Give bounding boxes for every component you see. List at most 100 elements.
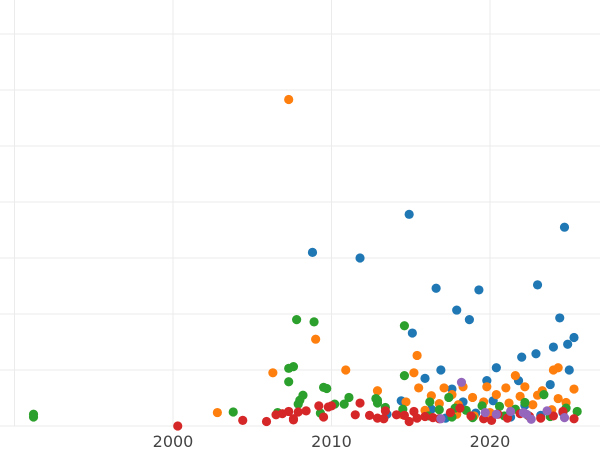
data-point	[520, 382, 530, 392]
data-point	[268, 368, 278, 378]
data-point	[284, 377, 294, 387]
data-point	[467, 392, 478, 403]
data-point	[28, 412, 39, 422]
data-point	[482, 382, 492, 392]
data-point	[439, 383, 449, 393]
data-point	[409, 368, 419, 378]
data-point	[414, 383, 424, 393]
data-point	[318, 412, 329, 422]
data-point	[404, 209, 414, 219]
data-point	[434, 405, 444, 415]
data-point	[510, 371, 520, 381]
data-point	[344, 392, 354, 403]
data-point	[520, 397, 530, 408]
data-point	[288, 362, 299, 372]
data-point	[326, 401, 337, 411]
data-point	[379, 414, 389, 424]
data-point	[228, 407, 238, 417]
data-point	[284, 406, 294, 417]
data-point	[436, 365, 446, 375]
data-point	[399, 321, 410, 331]
data-point	[466, 411, 476, 421]
data-point	[531, 349, 541, 359]
data-point	[491, 363, 501, 373]
data-point	[559, 413, 570, 423]
data-point	[504, 398, 514, 408]
data-point	[491, 409, 501, 419]
data-point	[401, 397, 411, 407]
data-points	[28, 94, 582, 431]
data-point	[456, 377, 467, 387]
data-point	[420, 411, 430, 422]
data-point	[355, 253, 365, 263]
data-point	[292, 315, 302, 325]
data-point	[569, 384, 579, 394]
data-point	[555, 313, 565, 323]
data-point	[425, 397, 435, 407]
x-tick-label: 2020	[470, 432, 511, 450]
data-point	[350, 410, 360, 420]
data-point	[572, 406, 582, 417]
data-point	[564, 365, 574, 375]
data-point	[293, 399, 303, 409]
data-point	[464, 315, 474, 325]
data-point	[431, 283, 441, 293]
data-point	[412, 350, 422, 361]
data-point	[288, 415, 299, 425]
data-point	[372, 398, 383, 408]
data-point	[238, 415, 248, 425]
data-point	[380, 406, 390, 416]
data-point	[526, 414, 536, 424]
data-point	[553, 363, 563, 373]
data-point	[444, 392, 454, 403]
data-point	[322, 383, 332, 394]
data-point	[491, 390, 501, 400]
data-point	[542, 406, 552, 416]
data-point	[339, 399, 349, 409]
data-point	[309, 317, 319, 327]
data-point	[474, 285, 484, 295]
data-point	[412, 413, 422, 423]
data-point	[173, 421, 183, 431]
data-point	[517, 352, 527, 362]
data-point	[284, 94, 294, 105]
data-point	[480, 407, 490, 418]
data-point	[355, 398, 365, 408]
data-point	[452, 305, 462, 315]
data-point	[445, 407, 455, 418]
data-point	[436, 414, 446, 424]
data-point	[372, 386, 383, 396]
data-point	[553, 393, 563, 404]
data-point	[548, 411, 559, 421]
data-point	[314, 401, 324, 411]
data-point	[569, 414, 579, 424]
data-point	[501, 383, 511, 393]
data-point	[545, 379, 555, 390]
data-point	[212, 407, 222, 418]
data-point	[399, 371, 410, 381]
data-point	[341, 365, 351, 375]
data-point	[407, 328, 417, 338]
data-point	[563, 339, 573, 349]
data-point	[559, 222, 570, 232]
data-point	[528, 400, 538, 410]
data-point	[261, 416, 272, 427]
data-point	[293, 407, 303, 417]
gridlines	[0, 0, 600, 427]
x-tick-label: 2000	[153, 432, 194, 450]
data-point	[548, 342, 559, 352]
data-point	[391, 410, 402, 420]
data-point	[311, 334, 321, 344]
data-point	[364, 410, 375, 420]
x-tick-label: 2010	[311, 432, 352, 450]
data-point	[420, 373, 430, 383]
data-point	[307, 247, 318, 257]
data-point	[536, 413, 546, 423]
data-point	[506, 406, 516, 417]
x-axis-ticks: 2000 2010 2020	[153, 432, 511, 450]
data-point	[569, 332, 579, 343]
data-point	[404, 416, 414, 427]
data-point	[455, 403, 465, 413]
